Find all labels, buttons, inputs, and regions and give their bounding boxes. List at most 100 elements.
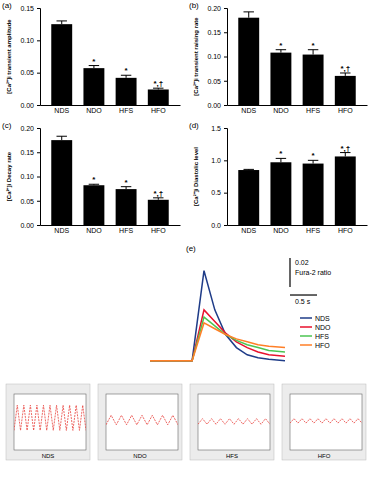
bar (51, 24, 72, 105)
y-tick-mark (37, 8, 40, 9)
bar (148, 200, 169, 225)
y-axis: 0.00.51.01.5 (211, 125, 227, 229)
y-axis-line (37, 9, 41, 106)
bar (238, 18, 259, 105)
y-tick-mark (224, 193, 227, 194)
y-tick: 1.5 (211, 125, 227, 132)
y-tick: 0.20 (20, 125, 40, 132)
y-tick-label: 0.20 (207, 5, 221, 12)
significance-mark: * (92, 57, 96, 66)
bar (148, 89, 169, 105)
error-bar (280, 158, 281, 162)
plot-marks (198, 419, 270, 425)
y-tick-mark (224, 8, 227, 9)
trace-line (150, 310, 285, 361)
x-tick-label: HFO (338, 107, 353, 114)
bar (270, 53, 291, 105)
significance-mark: * (125, 178, 129, 187)
y-tick-label: 0.15 (207, 29, 221, 36)
panel: 0.000.050.100.15NDSNDOHFSHFO***,†(a)[Ca²… (2, 1, 181, 114)
y-tick-label: 0.15 (20, 149, 34, 156)
plot-marks (14, 405, 86, 430)
y-tick-label: 1.5 (211, 125, 221, 132)
y-tick-label: 0.05 (20, 69, 34, 76)
trace-line (150, 317, 285, 361)
y-tick-mark (37, 201, 40, 202)
bar (238, 170, 259, 225)
y-tick-mark (224, 225, 227, 226)
y-tick-mark (37, 73, 40, 74)
figure: 0.000.050.100.15NDSNDOHFSHFO***,†(a)[Ca²… (0, 0, 373, 500)
y-tick: 0.15 (20, 5, 40, 12)
panel-label: (d) (189, 121, 199, 130)
x-axis-line (228, 105, 368, 106)
y-tick: 0.00 (207, 102, 227, 109)
x-tick: NDO (273, 105, 289, 114)
mini-panel: HFS (190, 384, 274, 460)
significance-mark: *,† (153, 189, 163, 198)
y-axis-title: [Ca²⁺]i transient amplitude (6, 19, 12, 94)
mini-background (98, 384, 182, 460)
y-tick-label: 0.15 (20, 5, 34, 12)
significance-mark: * (312, 151, 316, 160)
x-tick: NDO (86, 105, 102, 114)
x-tick-label: HFS (306, 227, 320, 234)
y-tick: 0.20 (207, 5, 227, 12)
mini-label: HFS (226, 453, 238, 459)
y-tick-label: 0.05 (207, 77, 221, 84)
significance-mark: * (279, 41, 283, 50)
y-axis-title: [Ca²⁺]i transient raising rate (193, 17, 199, 96)
y-tick-mark (37, 128, 40, 129)
x-tick: HFO (151, 225, 166, 234)
y-tick: 0.10 (20, 37, 40, 44)
x-tick: HFO (338, 225, 353, 234)
mini-background (6, 384, 90, 460)
scale-bar-label: 0.02 (295, 259, 309, 266)
plot-marks (238, 153, 355, 225)
background (0, 0, 373, 500)
x-tick-label: HFS (306, 107, 320, 114)
legend-swatch (300, 326, 312, 328)
y-tick-mark (37, 105, 40, 106)
x-tick-label: HFO (151, 227, 166, 234)
y-tick: 0.05 (20, 197, 40, 204)
significance-mark: * (92, 175, 96, 184)
mini-background (282, 384, 366, 460)
y-tick-mark (224, 160, 227, 161)
error-bar (313, 50, 314, 55)
trace-line (14, 405, 86, 430)
trace-line (290, 419, 362, 423)
trace-line (150, 271, 285, 361)
error-bar (248, 12, 249, 18)
panel: 0.000.050.100.150.20NDSNDOHFSHFO***,†(c)… (2, 121, 181, 234)
scale-bar-horizontal (290, 294, 317, 295)
y-tick: 0.5 (211, 189, 227, 196)
bar (335, 76, 356, 105)
y-tick-label: 0.0 (211, 222, 221, 229)
x-tick: NDO (273, 225, 289, 234)
x-axis-line (41, 225, 181, 226)
legend: NDSNDOHFSHFO (300, 315, 331, 349)
panel: 0.000.050.100.150.20NDSNDOHFSHFO***,†(b)… (189, 1, 368, 114)
mini-label: HFO (318, 453, 331, 459)
bar (116, 78, 137, 105)
x-tick-label: NDS (241, 227, 256, 234)
y-tick-label: 0.00 (20, 222, 34, 229)
mini-panel: NDS (6, 384, 90, 460)
x-tick-label: HFO (151, 107, 166, 114)
significance-mark: * (125, 66, 129, 75)
legend-swatch (300, 344, 312, 346)
y-tick: 0.00 (20, 102, 40, 109)
x-axis-line (228, 225, 368, 226)
x-axis: NDSNDOHFSHFO (228, 105, 368, 114)
y-tick: 0.10 (20, 173, 40, 180)
bar (270, 162, 291, 225)
x-tick-label: NDS (54, 107, 69, 114)
y-tick-label: 0.10 (20, 173, 34, 180)
plot-marks (51, 21, 168, 105)
y-tick: 0.05 (20, 69, 40, 76)
significance-mark: *,† (340, 64, 350, 73)
plot-marks (51, 136, 168, 225)
x-axis: NDS NDO HFS HFO (228, 225, 368, 234)
x-tick: NDO (86, 225, 102, 234)
